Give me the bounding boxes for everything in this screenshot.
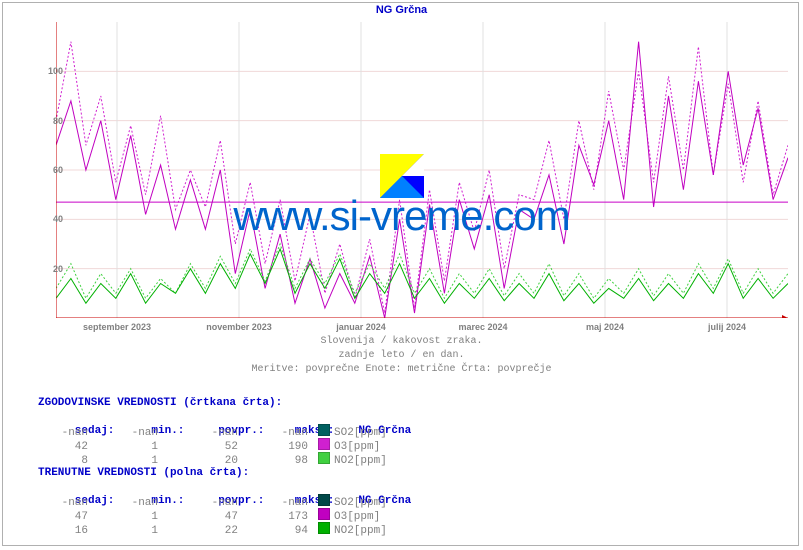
ytick-label: 80 [35, 116, 63, 126]
col-headers-hist: sedaj:min.:povpr.:maks.:NG Grčna [38, 410, 464, 424]
ytick-label: 20 [35, 264, 63, 274]
ytick-label: 40 [35, 214, 63, 224]
table-row: 42152190O3[ppm] [38, 438, 464, 452]
xtick-label: marec 2024 [458, 322, 507, 332]
table-row: -nan-nan-nan-nanSO2[ppm] [38, 494, 464, 508]
table-row: 812098NO2[ppm] [38, 452, 464, 466]
chart-title: NG Grčna [0, 4, 803, 16]
hist-title: ZGODOVINSKE VREDNOSTI (črtkana črta): [38, 396, 464, 410]
xtick-label: maj 2024 [586, 322, 624, 332]
col-headers-curr: sedaj:min.:povpr.:maks.:NG Grčna [38, 480, 464, 494]
curr-title: TRENUTNE VREDNOSTI (polna črta): [38, 466, 464, 480]
table-row: -nan-nan-nan-nanSO2[ppm] [38, 424, 464, 438]
xtick-label: november 2023 [206, 322, 272, 332]
xtick-label: september 2023 [83, 322, 151, 332]
ytick-label: 60 [35, 165, 63, 175]
xtick-label: julij 2024 [708, 322, 746, 332]
caption-3: Meritve: povprečne Enote: metrične Črta:… [0, 364, 803, 375]
caption-2: zadnje leto / en dan. [0, 350, 803, 361]
table-row: 1612294NO2[ppm] [38, 522, 464, 536]
ytick-label: 100 [35, 66, 63, 76]
caption-1: Slovenija / kakovost zraka. [0, 336, 803, 347]
data-tables: ZGODOVINSKE VREDNOSTI (črtkana črta): se… [38, 396, 464, 536]
xtick-label: januar 2024 [336, 322, 386, 332]
watermark-icon [380, 154, 424, 198]
table-row: 47147173O3[ppm] [38, 508, 464, 522]
